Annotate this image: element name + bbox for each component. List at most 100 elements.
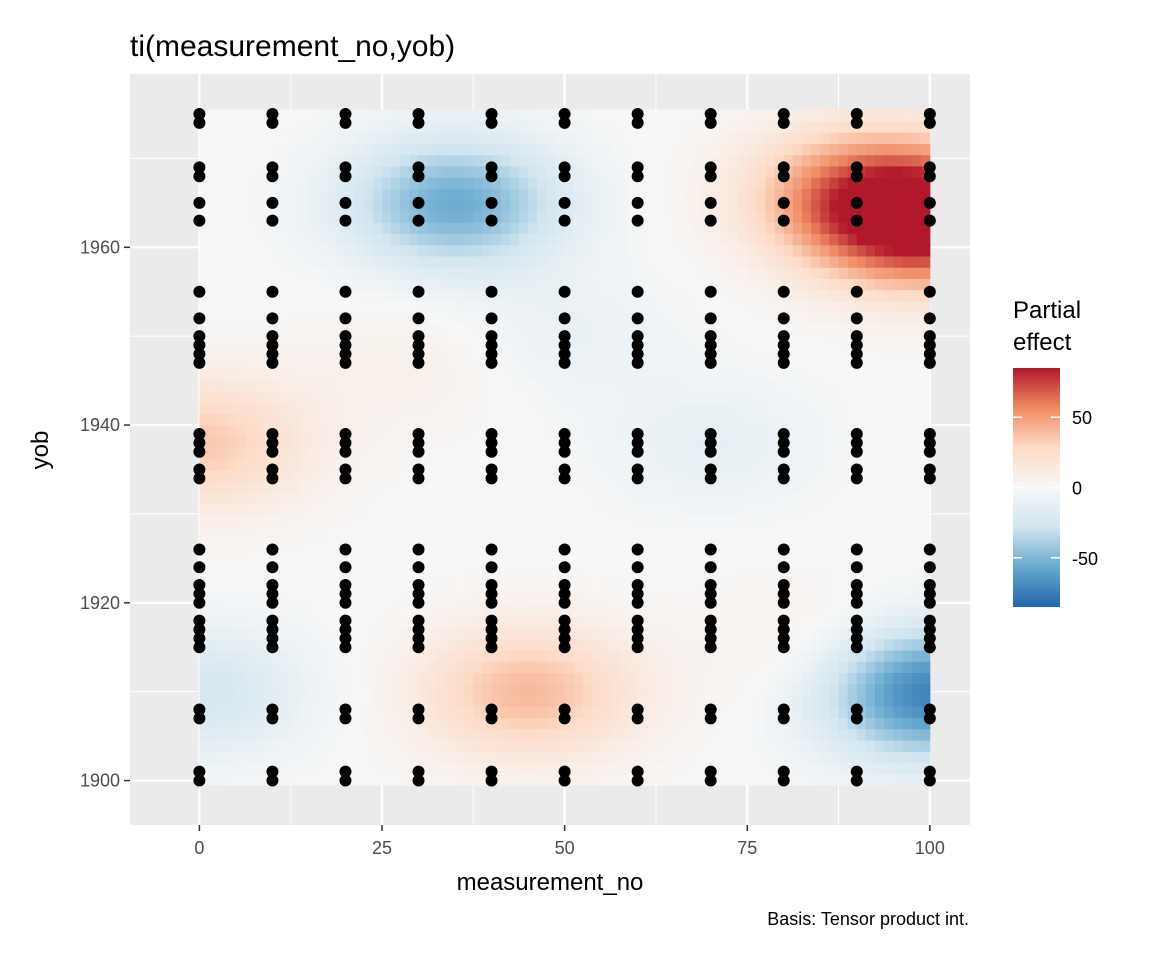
- surface-cell: [427, 154, 438, 167]
- surface-cell: [354, 447, 365, 460]
- surface-cell: [363, 402, 374, 415]
- surface-cell: [811, 717, 821, 730]
- surface-cell: [245, 469, 255, 482]
- data-point: [339, 561, 352, 574]
- surface-cell: [920, 143, 931, 156]
- surface-cell: [473, 188, 484, 201]
- surface-cell: [911, 537, 922, 550]
- surface-cell: [811, 526, 821, 538]
- surface-cell: [336, 604, 347, 617]
- surface-cell: [592, 233, 602, 246]
- surface-cell: [308, 222, 319, 234]
- surface-cell: [692, 751, 703, 764]
- surface-cell: [765, 188, 776, 201]
- surface-cell: [728, 694, 739, 707]
- surface-cell: [893, 469, 904, 482]
- data-point: [193, 347, 206, 360]
- surface-cell: [765, 728, 776, 741]
- surface-cell: [217, 357, 228, 370]
- surface-cell: [747, 728, 757, 741]
- surface-cell: [856, 537, 867, 550]
- surface-cell: [765, 177, 776, 189]
- surface-cell: [409, 526, 420, 538]
- surface-cell: [427, 481, 438, 493]
- surface-cell: [464, 526, 474, 538]
- surface-cell: [582, 154, 593, 167]
- surface-cell: [537, 627, 547, 640]
- surface-cell: [902, 717, 913, 730]
- surface-cell: [245, 143, 255, 156]
- surface-cell: [582, 514, 593, 527]
- surface-cell: [911, 582, 922, 595]
- surface-cell: [217, 492, 228, 505]
- surface-cell: [418, 683, 429, 696]
- surface-cell: [856, 514, 867, 527]
- surface-cell: [646, 120, 657, 133]
- surface-cell: [738, 447, 748, 460]
- surface-cell: [884, 188, 894, 201]
- surface-cell: [409, 278, 420, 291]
- surface-cell: [464, 762, 474, 775]
- surface-cell: [847, 233, 858, 246]
- surface-cell: [226, 773, 237, 786]
- surface-cell: [692, 222, 703, 234]
- surface-cell: [327, 537, 337, 550]
- surface-cell: [308, 120, 319, 133]
- surface-cell: [802, 390, 812, 403]
- surface-cell: [354, 345, 365, 358]
- surface-cell: [235, 165, 246, 178]
- surface-cell: [226, 244, 237, 257]
- surface-cell: [491, 649, 502, 662]
- surface-cell: [400, 345, 410, 358]
- surface-cell: [783, 751, 794, 764]
- surface-cell: [382, 582, 392, 595]
- data-point: [193, 356, 206, 369]
- surface-cell: [254, 571, 264, 583]
- surface-cell: [436, 672, 447, 685]
- surface-cell: [363, 132, 374, 144]
- surface-cell: [318, 694, 328, 707]
- surface-cell: [509, 469, 520, 482]
- surface-cell: [847, 739, 858, 752]
- surface-cell: [783, 154, 794, 167]
- surface-cell: [683, 345, 694, 358]
- surface-cell: [646, 593, 657, 606]
- surface-cell: [336, 165, 347, 178]
- surface-cell: [646, 458, 657, 471]
- surface-cell: [637, 413, 648, 426]
- surface-cell: [418, 244, 429, 257]
- surface-cell: [445, 379, 456, 392]
- surface-cell: [400, 312, 410, 325]
- surface-cell: [655, 604, 666, 617]
- surface-cell: [601, 503, 611, 516]
- data-point: [339, 356, 352, 369]
- surface-cell: [546, 548, 557, 561]
- surface-cell: [455, 402, 465, 415]
- surface-cell: [856, 492, 867, 505]
- surface-cell: [601, 649, 611, 662]
- surface-cell: [290, 312, 301, 325]
- surface-cell: [756, 312, 767, 325]
- surface-cell: [792, 492, 803, 505]
- surface-cell: [327, 627, 337, 640]
- surface-cell: [637, 289, 648, 302]
- surface-cell: [455, 109, 465, 122]
- surface-cell: [802, 345, 812, 358]
- surface-cell: [372, 492, 383, 505]
- surface-cell: [637, 672, 648, 685]
- surface-cell: [582, 402, 593, 415]
- data-point: [485, 463, 498, 476]
- surface-cell: [372, 739, 383, 752]
- surface-cell: [756, 154, 767, 167]
- surface-cell: [199, 458, 210, 471]
- surface-cell: [875, 177, 885, 189]
- surface-cell: [235, 694, 246, 707]
- surface-cell: [199, 526, 210, 538]
- surface-cell: [327, 300, 337, 313]
- surface-cell: [427, 548, 438, 561]
- surface-cell: [235, 334, 246, 347]
- surface-cell: [902, 436, 913, 448]
- surface-cell: [281, 312, 292, 325]
- surface-cell: [674, 694, 684, 707]
- surface-cell: [281, 120, 292, 133]
